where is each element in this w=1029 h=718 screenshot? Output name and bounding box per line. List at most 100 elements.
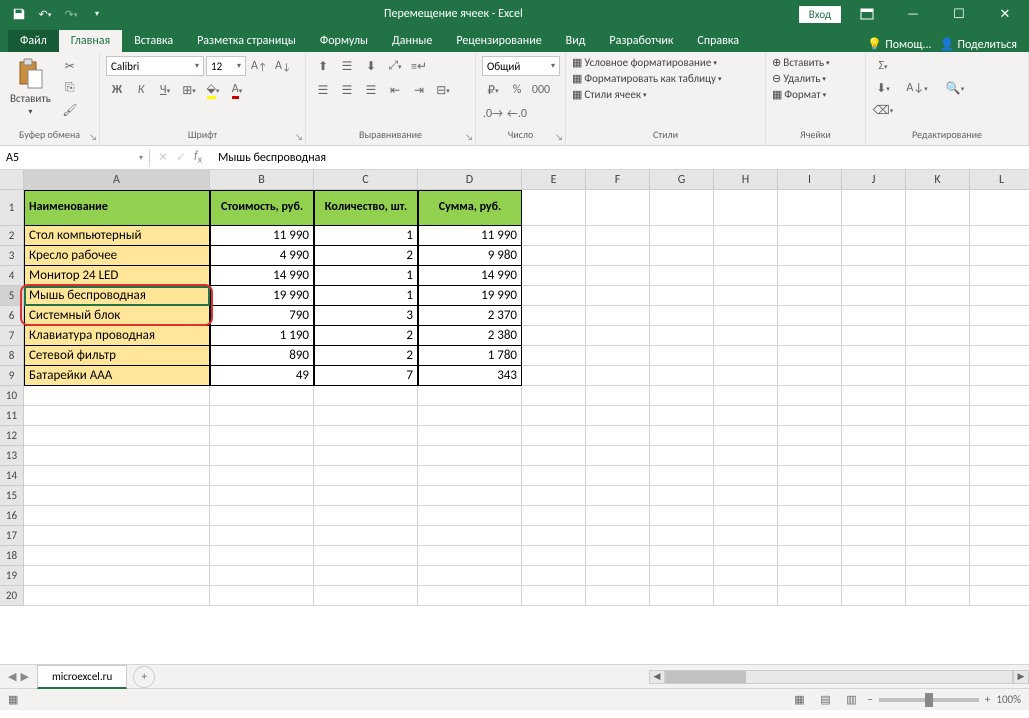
empty-cell[interactable] [210, 406, 314, 426]
empty-cell[interactable] [970, 546, 1029, 566]
increase-indent-icon[interactable]: ⇥ [408, 80, 430, 100]
empty-cell[interactable] [24, 486, 210, 506]
empty-cell[interactable] [586, 466, 650, 486]
empty-cell[interactable] [714, 446, 778, 466]
table-cell-sum[interactable]: 11 990 [418, 226, 522, 246]
empty-cell[interactable] [314, 446, 418, 466]
empty-cell[interactable] [522, 446, 586, 466]
empty-cell[interactable] [586, 586, 650, 606]
table-cell-name[interactable]: Системный блок [24, 306, 210, 326]
empty-cell[interactable] [418, 466, 522, 486]
empty-cell[interactable] [970, 446, 1029, 466]
decrease-font-icon[interactable]: A↓ [272, 56, 294, 76]
sheet-nav-next-icon[interactable]: ▶ [20, 670, 28, 683]
row-header-20[interactable]: 20 [0, 586, 24, 606]
table-cell-qty[interactable]: 2 [314, 326, 418, 346]
empty-cell[interactable] [906, 306, 970, 326]
empty-cell[interactable] [906, 546, 970, 566]
ribbon-options-icon[interactable] [847, 0, 887, 28]
align-left-icon[interactable]: ☰ [312, 80, 334, 100]
empty-cell[interactable] [24, 406, 210, 426]
empty-cell[interactable] [842, 286, 906, 306]
wrap-text-icon[interactable]: ≡↵ [408, 56, 430, 76]
empty-cell[interactable] [24, 586, 210, 606]
empty-cell[interactable] [714, 346, 778, 366]
empty-cell[interactable] [586, 486, 650, 506]
table-cell-name[interactable]: Мышь беспроводная [24, 286, 210, 306]
empty-cell[interactable] [650, 366, 714, 386]
table-cell-qty[interactable]: 1 [314, 226, 418, 246]
empty-cell[interactable] [906, 406, 970, 426]
empty-cell[interactable] [778, 426, 842, 446]
number-format-combo[interactable]: Общий▾ [482, 56, 560, 76]
sort-filter-icon[interactable]: A↓▾ [902, 78, 932, 98]
worksheet-grid[interactable]: ABCDEFGHIJKL1НаименованиеСтоимость, руб.… [0, 170, 1029, 664]
sheet-nav-prev-icon[interactable]: ◀ [8, 670, 16, 683]
delete-cells-button[interactable]: ⊖ Удалить▾ [772, 72, 859, 85]
table-cell-qty[interactable]: 1 [314, 286, 418, 306]
col-header-H[interactable]: H [714, 170, 778, 190]
row-header-16[interactable]: 16 [0, 506, 24, 526]
empty-cell[interactable] [210, 446, 314, 466]
empty-cell[interactable] [970, 506, 1029, 526]
empty-cell[interactable] [714, 386, 778, 406]
empty-cell[interactable] [586, 546, 650, 566]
empty-cell[interactable] [714, 286, 778, 306]
row-header-18[interactable]: 18 [0, 546, 24, 566]
empty-cell[interactable] [586, 226, 650, 246]
empty-cell[interactable] [650, 346, 714, 366]
empty-cell[interactable] [586, 190, 650, 226]
empty-cell[interactable] [842, 386, 906, 406]
table-cell-name[interactable]: Кресло рабочее [24, 246, 210, 266]
empty-cell[interactable] [418, 586, 522, 606]
scroll-left-icon[interactable]: ◀ [649, 670, 665, 684]
empty-cell[interactable] [650, 326, 714, 346]
empty-cell[interactable] [778, 486, 842, 506]
qat-customize-icon[interactable]: ▾ [86, 3, 108, 25]
empty-cell[interactable] [418, 566, 522, 586]
col-header-G[interactable]: G [650, 170, 714, 190]
conditional-formatting-button[interactable]: ▦ Условное форматирование▾ [572, 56, 759, 69]
currency-icon[interactable]: ₽▾ [482, 80, 504, 100]
empty-cell[interactable] [522, 566, 586, 586]
col-header-B[interactable]: B [210, 170, 314, 190]
horizontal-scrollbar[interactable]: ◀ ▶ [649, 670, 1029, 684]
page-layout-view-icon[interactable]: ▤ [815, 692, 835, 708]
empty-cell[interactable] [906, 326, 970, 346]
empty-cell[interactable] [778, 286, 842, 306]
empty-cell[interactable] [522, 286, 586, 306]
row-header-4[interactable]: 4 [0, 266, 24, 286]
empty-cell[interactable] [586, 426, 650, 446]
tab-layout[interactable]: Разметка страницы [185, 30, 308, 52]
empty-cell[interactable] [586, 506, 650, 526]
empty-cell[interactable] [522, 546, 586, 566]
empty-cell[interactable] [210, 486, 314, 506]
empty-cell[interactable] [842, 306, 906, 326]
tab-insert[interactable]: Вставка [122, 30, 185, 52]
thousands-icon[interactable]: 000 [530, 80, 552, 100]
empty-cell[interactable] [24, 446, 210, 466]
tab-developer[interactable]: Разработчик [597, 30, 685, 52]
add-sheet-icon[interactable]: + [133, 666, 155, 688]
table-cell-sum[interactable]: 2 380 [418, 326, 522, 346]
empty-cell[interactable] [522, 306, 586, 326]
empty-cell[interactable] [314, 586, 418, 606]
empty-cell[interactable] [842, 466, 906, 486]
empty-cell[interactable] [906, 466, 970, 486]
empty-cell[interactable] [210, 466, 314, 486]
empty-cell[interactable] [906, 246, 970, 266]
empty-cell[interactable] [210, 386, 314, 406]
empty-cell[interactable] [714, 586, 778, 606]
table-cell-name[interactable]: Батарейки AAA [24, 366, 210, 386]
empty-cell[interactable] [522, 266, 586, 286]
empty-cell[interactable] [586, 446, 650, 466]
empty-cell[interactable] [842, 526, 906, 546]
format-painter-icon[interactable]: 🖌 [59, 100, 81, 120]
empty-cell[interactable] [714, 526, 778, 546]
align-top-icon[interactable]: ⬆ [312, 56, 334, 76]
empty-cell[interactable] [24, 386, 210, 406]
table-cell-sum[interactable]: 343 [418, 366, 522, 386]
empty-cell[interactable] [906, 526, 970, 546]
empty-cell[interactable] [842, 446, 906, 466]
scroll-right-icon[interactable]: ▶ [1013, 670, 1029, 684]
